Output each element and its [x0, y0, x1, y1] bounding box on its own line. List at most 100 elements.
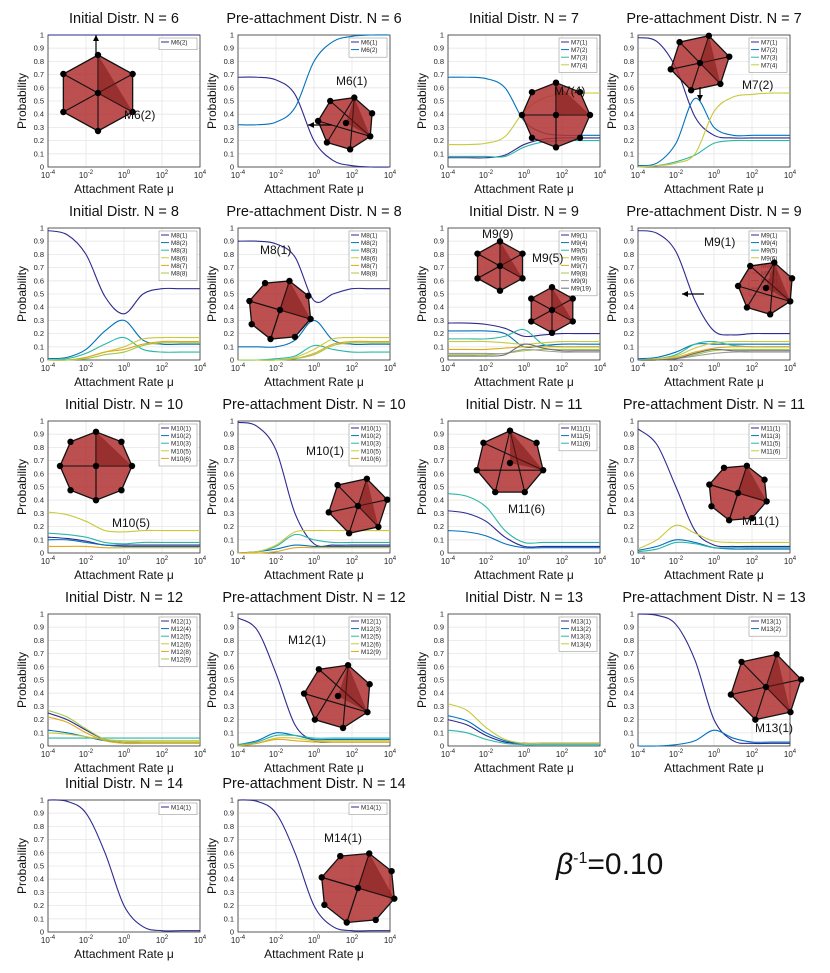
cluster-atom	[726, 53, 733, 60]
y-tick-label: 0	[440, 356, 444, 365]
y-tick-label: 0.7	[434, 456, 444, 465]
y-tick-label: 0.5	[224, 483, 234, 492]
beta-symbol: β	[556, 848, 574, 881]
cluster-atom	[267, 335, 274, 343]
legend-label: M6(2)	[361, 47, 377, 54]
series-line	[637, 428, 790, 548]
y-tick-label: 1	[440, 31, 444, 40]
y-axis-label: Probability	[205, 73, 219, 129]
chart-title: Pre-attachment Distr. N = 12	[222, 590, 405, 606]
plot-frame	[237, 613, 391, 747]
x-tick-label: 10-4	[231, 749, 246, 759]
legend-label: M7(4)	[571, 62, 587, 69]
x-tick-label: 104	[594, 363, 607, 373]
x-tick-label: 10-2	[669, 363, 684, 373]
y-tick-label: 0.8	[224, 822, 234, 831]
x-tick-label: 10-4	[41, 170, 56, 180]
legend-label: M8(1)	[171, 233, 187, 240]
x-tick-label: 10-4	[631, 170, 646, 180]
y-axis-label: Probability	[15, 838, 29, 894]
x-tick-label: 104	[384, 170, 397, 180]
cluster-atom	[576, 134, 584, 142]
y-tick-label: 0.3	[434, 316, 444, 325]
cluster-atom	[388, 867, 395, 875]
y-tick-label: 0.3	[224, 123, 234, 132]
legend-label: M12(8)	[171, 649, 191, 656]
y-tick-label: 0.9	[624, 44, 634, 53]
beta-label: β-1=0.10	[556, 848, 663, 882]
cluster-atom	[342, 119, 350, 127]
x-tick-label: 102	[746, 363, 759, 373]
y-tick-label: 0.7	[434, 70, 444, 79]
cluster-atom	[788, 275, 796, 282]
x-tick-label: 10-2	[269, 935, 284, 945]
y-tick-label: 0.8	[434, 57, 444, 66]
x-tick-label: 100	[708, 556, 721, 566]
y-tick-label: 0	[630, 356, 634, 365]
y-tick-label: 1	[440, 224, 444, 233]
series-line	[47, 716, 200, 745]
y-tick-label: 0.1	[624, 342, 634, 351]
legend-label: M9(5)	[761, 248, 777, 255]
cluster-edge	[303, 693, 368, 713]
y-tick-label: 0.7	[224, 456, 234, 465]
cluster-edge	[737, 285, 791, 302]
legend-label: M9(4)	[571, 240, 587, 247]
x-tick-label: 100	[308, 363, 321, 373]
cluster-atom	[506, 427, 514, 434]
y-tick-label: 1	[630, 31, 634, 40]
y-tick-label: 0.2	[224, 136, 234, 145]
cluster-atom	[300, 690, 308, 697]
plot-frame	[637, 420, 791, 554]
legend-label: M12(4)	[171, 626, 191, 633]
series-line	[237, 76, 391, 168]
x-tick-label: 10-2	[479, 556, 494, 566]
y-tick-label: 1	[230, 31, 234, 40]
legend-label: M8(7)	[361, 263, 377, 270]
y-tick-label: 0	[440, 549, 444, 558]
y-axis-label: Probability	[605, 266, 619, 322]
y-tick-label: 0.5	[434, 290, 444, 299]
y-tick-label: 1	[40, 610, 44, 619]
cluster-atom	[346, 146, 354, 153]
y-tick-label: 0	[440, 742, 444, 751]
y-tick-label: 0.3	[224, 316, 234, 325]
chart-panel: Initial Distr. N = 7 0 0.1 0.2 0.3 0.4 0.5 0.6 0…	[415, 11, 607, 196]
chart-panel: Pre-attachment Distr. N = 6 0 0.1 0.2 0.3 0.4…	[205, 11, 402, 196]
series-line	[237, 738, 390, 747]
y-tick-label: 0.7	[34, 70, 44, 79]
chart-panel: Initial Distr. N = 12 0 0.1 0.2 0.3 0.4 0.5 0.6…	[15, 590, 207, 775]
series-line	[237, 421, 390, 547]
series-line	[47, 799, 200, 932]
x-axis-label: Attachment Rate μ	[74, 182, 174, 196]
chart-title: Pre-attachment Distr. N = 14	[222, 776, 405, 792]
y-axis-label: Probability	[205, 266, 219, 322]
plot-frame	[447, 227, 601, 361]
x-tick-label: 100	[708, 363, 721, 373]
cluster-atom	[734, 282, 742, 290]
legend-label: M10(5)	[171, 448, 191, 455]
x-tick-label: 102	[156, 363, 169, 373]
legend-label: M7(1)	[571, 40, 587, 47]
chart-title: Initial Distr. N = 9	[469, 204, 579, 220]
legend-label: M10(1)	[171, 426, 191, 433]
x-tick-label: 10-2	[669, 170, 684, 180]
y-tick-label: 0.2	[624, 522, 634, 531]
x-axis-label: Attachment Rate μ	[74, 761, 174, 775]
y-axis-label: Probability	[15, 459, 29, 515]
cluster-atom	[351, 94, 358, 101]
cluster-label: M11(6)	[508, 502, 545, 516]
legend-label: M13(2)	[761, 626, 781, 633]
cluster-atom	[318, 874, 325, 881]
series-line	[237, 734, 390, 746]
cluster-shade	[338, 665, 368, 713]
x-tick-label: 10-4	[631, 749, 646, 759]
cluster-edge	[746, 262, 775, 308]
x-tick-label: 100	[518, 363, 531, 373]
chart-title: Initial Distr. N = 12	[65, 590, 183, 606]
legend-label: M13(4)	[571, 641, 591, 648]
y-tick-label: 0.2	[34, 715, 44, 724]
cluster-atom	[305, 292, 312, 300]
y-tick-label: 0.7	[224, 835, 234, 844]
cluster-atom	[576, 88, 584, 96]
